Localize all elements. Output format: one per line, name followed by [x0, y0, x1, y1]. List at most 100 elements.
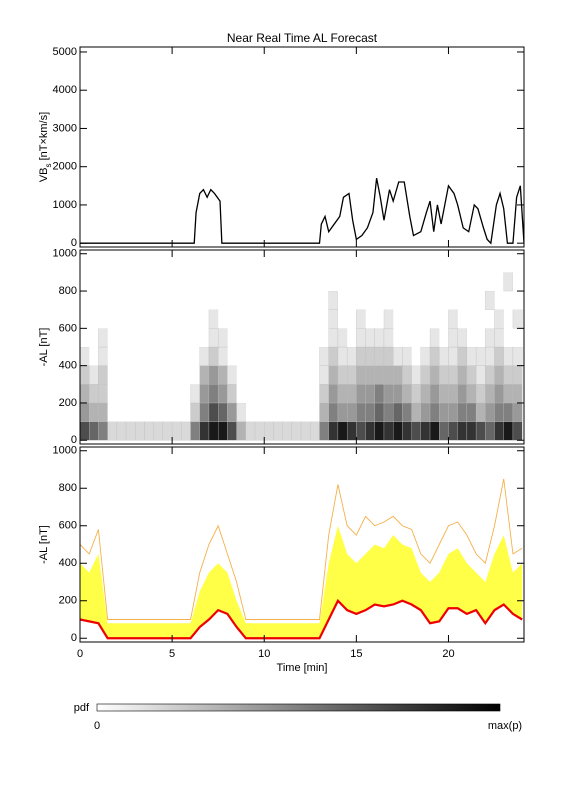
pdf-cell: [172, 253, 182, 273]
x-axis-label: Time [min]: [277, 662, 328, 674]
pdf-cell: [365, 365, 375, 385]
pdf-cell: [365, 402, 375, 422]
plot-area: [80, 478, 523, 640]
pdf-cell: [365, 253, 375, 273]
pdf-cell: [291, 365, 302, 385]
pdf-cell: [254, 421, 265, 441]
pdf-cell: [512, 253, 523, 273]
pdf-cell: [236, 272, 246, 292]
pdf-cell: [126, 402, 136, 422]
pdf-cell: [190, 421, 200, 441]
panel: 0 1000 2000 3000 4000 5000 VBs [nT×km/s]: [38, 46, 525, 249]
pdf-cell: [282, 347, 292, 366]
pdf-cell: [402, 253, 412, 273]
pdf-cell: [439, 365, 449, 385]
pdf-cell: [494, 402, 504, 422]
pdf-cell: [457, 346, 468, 366]
pdf-cell: [153, 253, 163, 273]
pdf-cell: [80, 309, 90, 329]
pdf-cell: [393, 402, 403, 422]
pdf-cell: [107, 272, 117, 292]
pdf-cell: [319, 253, 329, 273]
pdf-cell: [512, 328, 523, 347]
pdf-cell: [80, 421, 90, 441]
pdf-cell: [485, 309, 495, 329]
pdf-cell: [476, 309, 486, 329]
pdf-cell: [301, 253, 311, 273]
pdf-cell: [466, 346, 477, 366]
pdf-cell: [98, 291, 108, 310]
pdf-cell: [273, 309, 283, 329]
pdf-cell: [476, 328, 486, 347]
pdf-cell: [420, 346, 431, 366]
pdf-cell: [218, 272, 228, 292]
pdf-cell: [153, 328, 163, 347]
pdf-cell: [439, 346, 449, 366]
pdf-cell: [485, 402, 495, 422]
pdf-cell: [144, 291, 154, 310]
pdf-cell: [393, 328, 403, 347]
pdf-cell: [402, 384, 412, 404]
figure-title: Near Real Time AL Forecast: [227, 31, 378, 45]
pdf-cell: [411, 309, 421, 329]
pdf-cell: [126, 347, 136, 366]
pdf-cell: [429, 346, 440, 366]
pdf-cell: [328, 309, 339, 329]
y-tick-label: 200: [59, 397, 77, 409]
plot-area: [80, 178, 524, 245]
pdf-cell: [319, 291, 329, 310]
pdf-cell: [227, 365, 237, 385]
pdf-cell: [291, 309, 302, 329]
pdf-cell: [255, 328, 265, 347]
pdf-cell: [89, 291, 99, 310]
pdf-cell: [153, 421, 164, 441]
pdf-cell: [190, 365, 200, 385]
pdf-cell: [347, 291, 357, 310]
pdf-cell: [319, 402, 329, 422]
pdf-cell: [475, 365, 486, 385]
pdf-cell: [512, 402, 523, 422]
pdf-cell: [383, 291, 394, 310]
pdf-cell: [439, 253, 449, 273]
y-tick-label: 200: [59, 595, 77, 607]
y-axis-label-part: [nT×km/s]: [38, 112, 50, 164]
pdf-cell: [319, 328, 329, 347]
pdf-cell: [218, 328, 228, 348]
pdf-cell: [291, 253, 302, 273]
pdf-cell: [310, 253, 320, 273]
pdf-cell: [457, 421, 468, 441]
pdf-cell: [107, 384, 117, 403]
pdf-cell: [89, 328, 99, 347]
pdf-cell: [144, 365, 154, 385]
pdf-cell: [126, 309, 136, 329]
pdf-cell: [255, 272, 265, 292]
pdf-cell: [116, 328, 127, 347]
pdf-cell: [98, 253, 108, 273]
pdf-cell: [190, 328, 200, 347]
pdf-cell: [144, 309, 154, 329]
pdf-cell: [236, 309, 246, 329]
pdf-cell: [181, 253, 191, 273]
pdf-cell: [420, 291, 431, 310]
y-axis-label: VBs [nT×km/s]: [38, 112, 53, 182]
pdf-cell: [107, 328, 117, 347]
pdf-cell: [346, 346, 357, 366]
pdf-cell: [273, 384, 283, 403]
pdf-cell: [466, 272, 477, 292]
pdf-cell: [245, 384, 256, 403]
pdf-cell: [135, 421, 145, 441]
pdf-cell: [374, 328, 385, 348]
pdf-cell: [383, 272, 394, 292]
pdf-cell: [218, 402, 228, 422]
pdf-cell: [393, 384, 403, 404]
pdf-cell: [365, 421, 375, 441]
pdf-cell: [494, 272, 504, 292]
pdf-cell: [236, 291, 246, 310]
pdf-cell: [80, 253, 90, 273]
pdf-cell: [411, 421, 421, 441]
pdf-cell: [89, 309, 99, 329]
pdf-cell: [301, 365, 311, 385]
x-tick-label: 20: [442, 648, 454, 660]
pdf-cell: [116, 291, 127, 310]
